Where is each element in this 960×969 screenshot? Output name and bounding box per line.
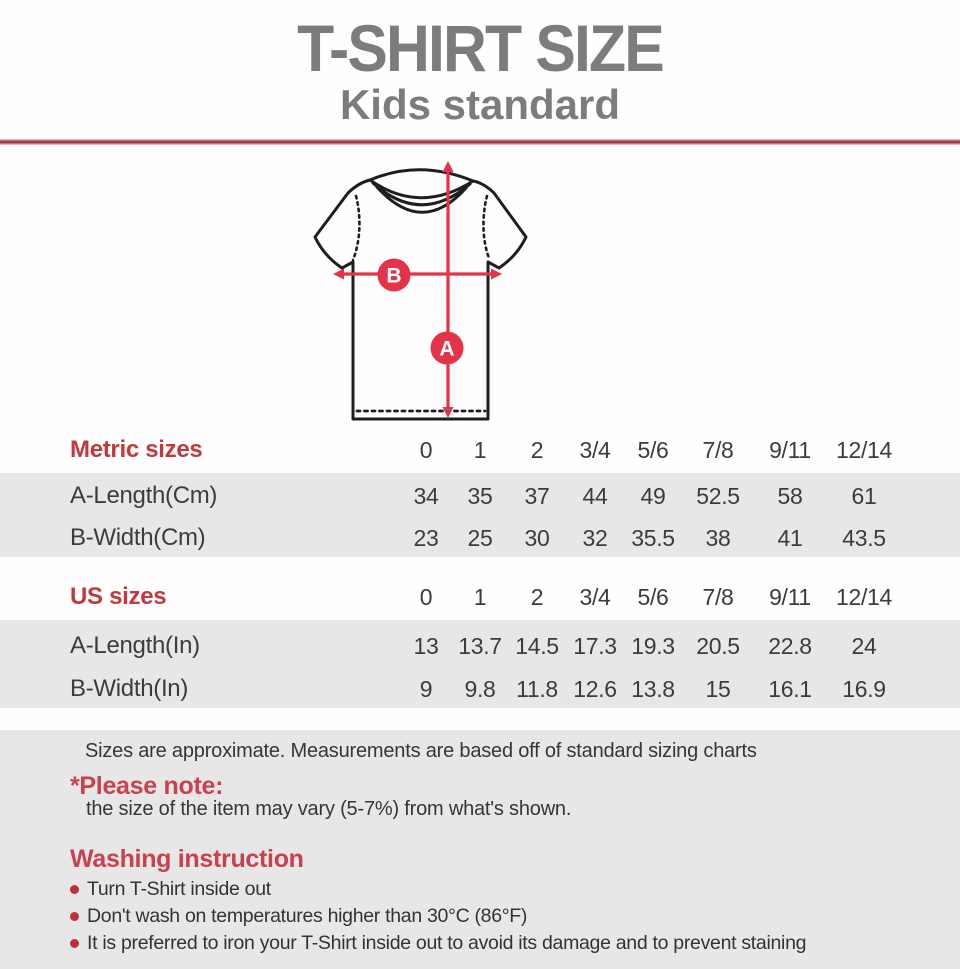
- cell: 35: [467, 483, 493, 509]
- arrow-right-icon: [491, 268, 502, 280]
- cell: 25: [467, 525, 493, 551]
- washing-header: Washing instruction: [70, 845, 304, 873]
- size-column-header: 9/11: [769, 584, 811, 610]
- cell: 30: [524, 525, 550, 551]
- cell: 17.3: [573, 633, 617, 659]
- arrow-up-icon: [442, 161, 454, 172]
- table-row: B-Width(Cm) 23 25 30 32 35.5 38 41 43.5: [0, 524, 960, 552]
- cell: 32: [582, 525, 608, 551]
- cell: 43.5: [842, 525, 886, 551]
- cell: 9.8: [464, 676, 496, 702]
- cell: 41: [777, 525, 803, 551]
- row-label: A-Length(In): [70, 632, 200, 659]
- cell: 9: [419, 676, 433, 702]
- metric-header-label: Metric sizes: [70, 436, 203, 463]
- cell: 49: [640, 483, 666, 509]
- cell: 11.8: [516, 676, 558, 702]
- cell: 22.8: [768, 633, 812, 659]
- tshirt-outline-icon: [313, 168, 528, 421]
- size-column-header: 0: [419, 437, 433, 463]
- size-column-header: 0: [419, 584, 433, 610]
- please-note-label: *Please note:: [70, 772, 224, 800]
- size-column-header: 12/14: [835, 584, 893, 610]
- cell: 24: [851, 633, 877, 659]
- bullet-icon: [70, 939, 79, 948]
- us-header-row: US sizes 0 1 2 3/4 5/6 7/8 9/11 12/14: [0, 583, 960, 611]
- size-column-header: 1: [473, 584, 487, 610]
- size-column-header: 3/4: [579, 437, 611, 463]
- cell: 23: [413, 525, 439, 551]
- us-rows-band: [0, 620, 960, 708]
- cell: 52.5: [696, 483, 740, 509]
- washing-item-text: Don't wash on temperatures higher than 3…: [87, 905, 528, 927]
- cell: 13: [413, 633, 439, 659]
- cell: 16.9: [842, 676, 886, 702]
- please-note-text: the size of the item may vary (5-7%) fro…: [86, 798, 572, 820]
- tshirt-diagram: B A: [313, 161, 528, 421]
- cell: 13.7: [458, 633, 502, 659]
- size-column-header: 5/6: [637, 584, 669, 610]
- length-marker-label: A: [439, 338, 454, 361]
- width-marker-label: B: [386, 265, 401, 288]
- cell: 34: [413, 483, 439, 509]
- table-row: A-Length(Cm) 34 35 37 44 49 52.5 58 61: [0, 482, 960, 510]
- size-column-header: 2: [530, 584, 544, 610]
- size-column-header: 1: [473, 437, 487, 463]
- washing-item-text: It is preferred to iron your T-Shirt ins…: [87, 932, 807, 954]
- cell: 16.1: [768, 676, 812, 702]
- size-column-header: 2: [530, 437, 544, 463]
- approx-note: Sizes are approximate. Measurements are …: [85, 740, 757, 762]
- page-subtitle: Kids standard: [339, 81, 621, 128]
- row-label: A-Length(Cm): [70, 482, 218, 509]
- washing-item-text: Turn T-Shirt inside out: [87, 878, 271, 900]
- cell: 13.8: [631, 676, 675, 702]
- row-label: B-Width(In): [70, 675, 189, 702]
- bullet-icon: [70, 885, 79, 894]
- notes-band: [0, 730, 960, 969]
- cell: 38: [705, 525, 731, 551]
- cell: 44: [582, 483, 608, 509]
- bullet-icon: [70, 912, 79, 921]
- length-marker: A: [430, 331, 464, 365]
- cell: 37: [524, 483, 550, 509]
- size-column-header: 9/11: [769, 437, 811, 463]
- cell: 14.5: [515, 633, 559, 659]
- arrow-down-icon: [442, 407, 454, 418]
- metric-header-row: Metric sizes 0 1 2 3/4 5/6 7/8 9/11 12/1…: [0, 436, 960, 464]
- size-column-header: 3/4: [579, 584, 611, 610]
- cell: 19.3: [631, 633, 675, 659]
- us-header-label: US sizes: [70, 583, 167, 610]
- size-column-header: 7/8: [702, 437, 734, 463]
- table-row: B-Width(In) 9 9.8 11.8 12.6 13.8 15 16.1…: [0, 675, 960, 703]
- size-column-header: 12/14: [835, 437, 893, 463]
- metric-rows-band: [0, 473, 960, 557]
- header-divider: [0, 139, 960, 145]
- cell: 61: [851, 483, 877, 509]
- size-column-header: 5/6: [637, 437, 669, 463]
- arrow-left-icon: [333, 268, 344, 280]
- table-row: A-Length(In) 13 13.7 14.5 17.3 19.3 20.5…: [0, 632, 960, 660]
- cell: 12.6: [573, 676, 617, 702]
- cell: 15: [705, 676, 731, 702]
- width-marker: B: [377, 258, 411, 292]
- measurement-arrows: [333, 161, 502, 418]
- cell: 35.5: [631, 525, 675, 551]
- row-label: B-Width(Cm): [70, 524, 206, 551]
- cell: 20.5: [696, 633, 740, 659]
- cell: 58: [777, 483, 803, 509]
- size-column-header: 7/8: [702, 584, 734, 610]
- page-title: T-SHIRT SIZE: [297, 11, 665, 85]
